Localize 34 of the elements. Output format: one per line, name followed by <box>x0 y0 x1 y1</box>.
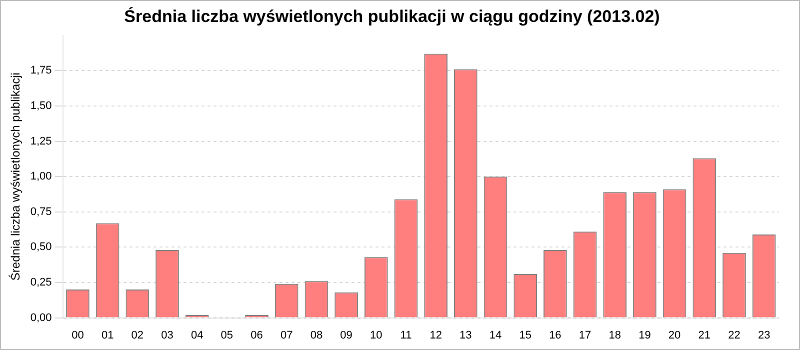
y-tick-label: 0,00 <box>30 312 52 324</box>
x-tick-label: 06 <box>250 329 263 342</box>
x-tick-label: 23 <box>758 329 770 342</box>
x-tick-label: 14 <box>489 329 502 342</box>
x-tick-label: 05 <box>220 329 234 342</box>
y-tick-label: 0,25 <box>30 276 52 289</box>
x-tick-label: 10 <box>370 329 382 342</box>
x-tick-label: 12 <box>430 329 442 342</box>
x-tick-label: 21 <box>698 329 711 342</box>
x-tick-label: 17 <box>578 329 592 342</box>
x-tick-label: 19 <box>638 329 651 342</box>
y-tick-label: 1,50 <box>30 100 52 112</box>
x-tick-label: 08 <box>310 329 323 342</box>
x-tick-label: 22 <box>728 329 740 342</box>
x-tick-label: 18 <box>608 329 621 342</box>
x-tick-label: 13 <box>460 329 472 342</box>
x-tick-label: 04 <box>190 329 204 342</box>
x-tick-label: 02 <box>131 329 144 342</box>
x-tick-label: 03 <box>161 329 174 342</box>
x-tick-label: 07 <box>280 329 293 342</box>
x-tick-label: 15 <box>519 329 532 342</box>
y-tick-label: 1,25 <box>30 135 52 148</box>
y-tick-label: 0,75 <box>30 206 52 218</box>
y-axis-title: Średnia liczba wyświetlonych publikacji <box>8 72 23 281</box>
y-tick-label: 1,75 <box>30 64 52 77</box>
x-tick-label: 00 <box>72 329 84 342</box>
x-tick-label: 01 <box>101 329 114 342</box>
y-tick-label: 1,00 <box>30 170 52 183</box>
y-tick-label: 0,50 <box>30 241 52 254</box>
x-tick-label: 16 <box>549 329 562 342</box>
x-tick-label: 20 <box>668 329 681 342</box>
x-tick-label: 11 <box>400 329 412 342</box>
x-tick-label: 09 <box>340 329 352 342</box>
chart-title: Średnia liczba wyświetlonych publikacji w ciągu godziny (2013.02) <box>124 6 660 26</box>
